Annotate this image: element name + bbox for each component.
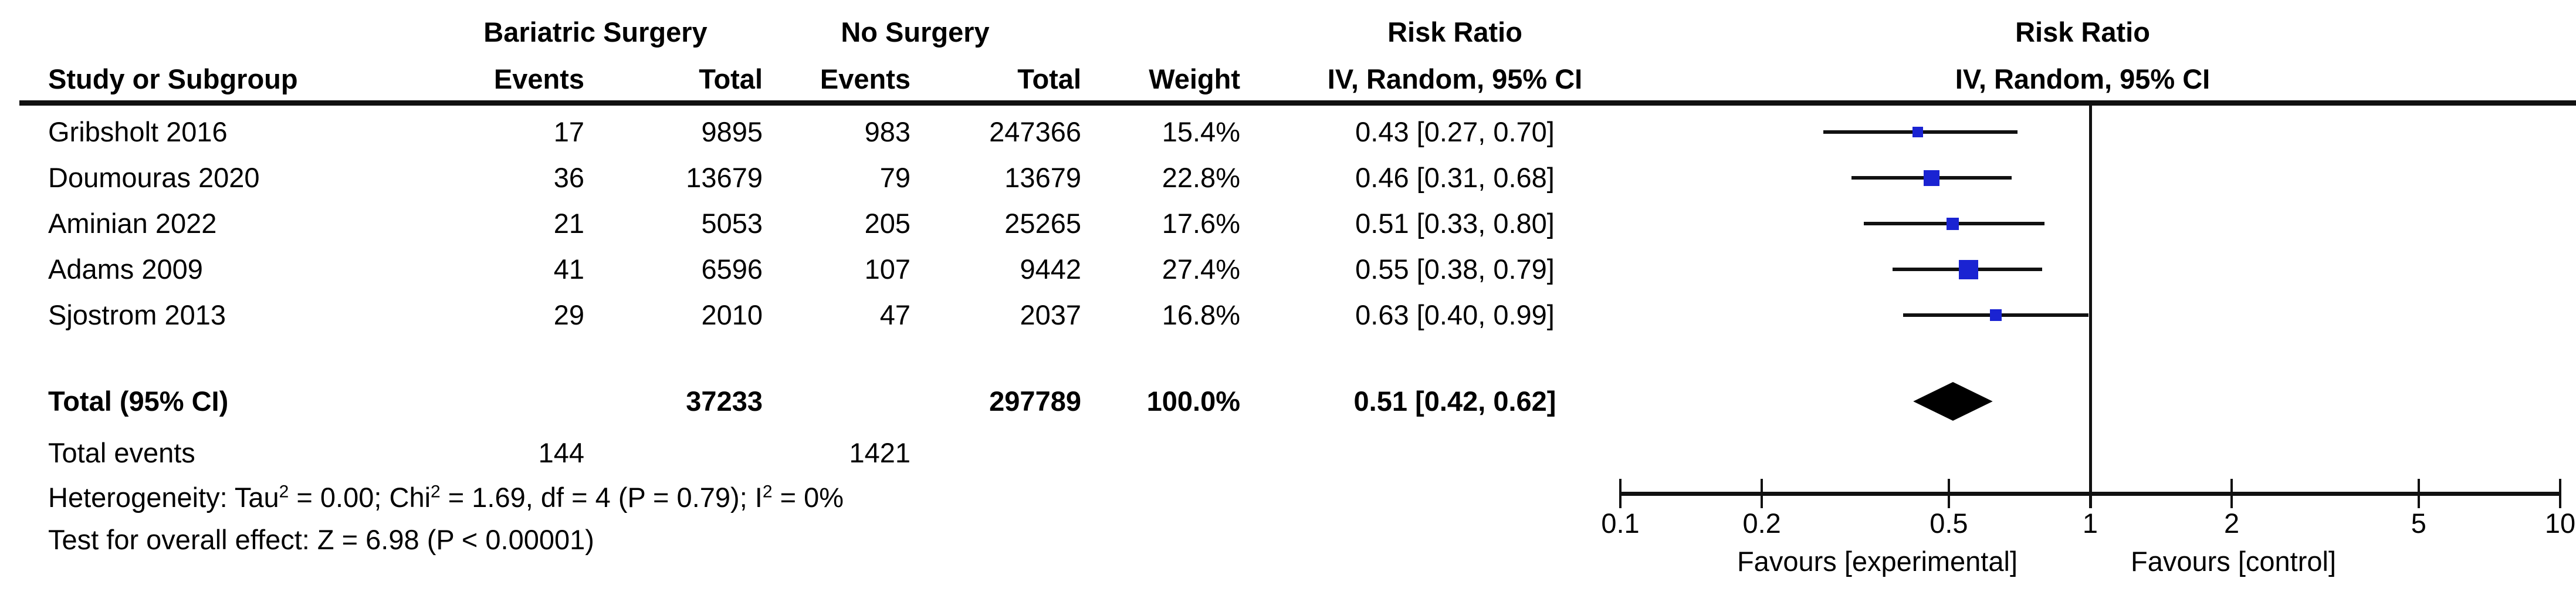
surgery-total: 13679 [686, 162, 763, 193]
total-surgery-n: 37233 [686, 386, 763, 417]
study-weight: 15.4% [1162, 116, 1240, 147]
events2-col-header: Events [820, 63, 910, 94]
study-weight: 17.6% [1162, 208, 1240, 239]
study-weight: 16.8% [1162, 299, 1240, 330]
plot-title: Risk Ratio [2015, 16, 2150, 48]
favours-experimental-label: Favours [experimental] [1736, 546, 2018, 577]
axis-tick-label: 1 [2082, 508, 2098, 539]
surgery-total: 9895 [701, 116, 763, 147]
het-text: = 0% [772, 482, 844, 513]
effect-square [1924, 170, 1940, 186]
axis-tick [1761, 479, 1763, 508]
nosurgery-events: 107 [864, 254, 910, 285]
effect-subheader: IV, Random, 95% CI [1327, 63, 1583, 94]
axis-tick-label: 0.5 [1930, 508, 1968, 539]
effect-title: Risk Ratio [1387, 16, 1522, 48]
study-ci-text: 0.51 [0.33, 0.80] [1355, 208, 1555, 239]
axis-tick-label: 2 [2224, 508, 2240, 539]
heterogeneity-note: Heterogeneity: Tau2 = 0.00; Chi2 = 1.69,… [48, 482, 844, 513]
axis-tick [2559, 479, 2561, 508]
het-text: = 0.00; Chi [289, 482, 431, 513]
axis-tick [1947, 479, 1950, 508]
study-ci-text: 0.55 [0.38, 0.79] [1355, 254, 1555, 285]
study-ci-text: 0.63 [0.40, 0.99] [1355, 299, 1555, 330]
surgery-events: 36 [553, 162, 584, 193]
header-rule [19, 100, 2576, 106]
axis-tick-label: 0.1 [1601, 508, 1640, 539]
group1-header: Bariatric Surgery [483, 16, 708, 48]
surgery-total: 5053 [701, 208, 763, 239]
axis-tick [2417, 479, 2420, 508]
study-name: Aminian 2022 [48, 208, 217, 239]
nosurgery-total: 9442 [1020, 254, 1081, 285]
axis-tick-label: 5 [2411, 508, 2426, 539]
study-col-header: Study or Subgroup [48, 63, 298, 94]
group2-header: No Surgery [841, 16, 990, 48]
surgery-total: 6596 [701, 254, 763, 285]
events1-col-header: Events [493, 63, 584, 94]
overall-diamond [1913, 382, 1993, 421]
nosurgery-total: 25265 [1004, 208, 1081, 239]
surgery-events: 17 [553, 116, 584, 147]
total-nosurgery-n: 297789 [989, 386, 1081, 417]
total-events-label: Total events [48, 437, 195, 468]
total-weight: 100.0% [1146, 386, 1240, 417]
effect-square [1958, 259, 1978, 279]
nosurgery-events: 79 [879, 162, 910, 193]
axis-tick-label: 10 [2544, 508, 2576, 539]
null-effect-line [2089, 106, 2092, 508]
het-text: = 1.69, df = 4 (P = 0.79); I [440, 482, 763, 513]
favours-control-label: Favours [control] [2130, 546, 2337, 577]
total-row-label: Total (95% CI) [48, 386, 229, 417]
total-events-surgery: 144 [538, 437, 584, 468]
nosurgery-total: 247366 [989, 116, 1081, 147]
het-text: Heterogeneity: Tau [48, 482, 279, 513]
effect-square [1990, 309, 2002, 321]
nosurgery-total: 2037 [1020, 299, 1081, 330]
superscript-2: 2 [762, 482, 773, 502]
superscript-2: 2 [431, 482, 441, 502]
axis-tick-label: 0.2 [1742, 508, 1781, 539]
nosurgery-events: 47 [879, 299, 910, 330]
study-weight: 22.8% [1162, 162, 1240, 193]
study-name: Gribsholt 2016 [48, 116, 228, 147]
study-name: Sjostrom 2013 [48, 299, 226, 330]
axis-tick [2230, 479, 2233, 508]
total-ci-text: 0.51 [0.42, 0.62] [1353, 386, 1556, 417]
nosurgery-events: 983 [864, 116, 910, 147]
study-ci-text: 0.46 [0.31, 0.68] [1355, 162, 1555, 193]
nosurgery-events: 205 [864, 208, 910, 239]
axis-tick [1619, 479, 1622, 508]
weight-col-header: Weight [1149, 63, 1240, 94]
superscript-2: 2 [279, 482, 289, 502]
surgery-events: 41 [553, 254, 584, 285]
plot-subheader: IV, Random, 95% CI [1955, 63, 2211, 94]
study-ci-text: 0.43 [0.27, 0.70] [1355, 116, 1555, 147]
study-name: Adams 2009 [48, 254, 203, 285]
surgery-total: 2010 [701, 299, 763, 330]
nosurgery-total: 13679 [1004, 162, 1081, 193]
surgery-events: 29 [553, 299, 584, 330]
study-weight: 27.4% [1162, 254, 1240, 285]
effect-square [1947, 217, 1959, 230]
study-name: Doumouras 2020 [48, 162, 260, 193]
effect-square [1912, 127, 1924, 137]
total-events-nosurgery: 1421 [849, 437, 910, 468]
total2-col-header: Total [1017, 63, 1081, 94]
surgery-events: 21 [553, 208, 584, 239]
overall-effect-note: Test for overall effect: Z = 6.98 (P < 0… [48, 524, 594, 555]
total1-col-header: Total [699, 63, 763, 94]
